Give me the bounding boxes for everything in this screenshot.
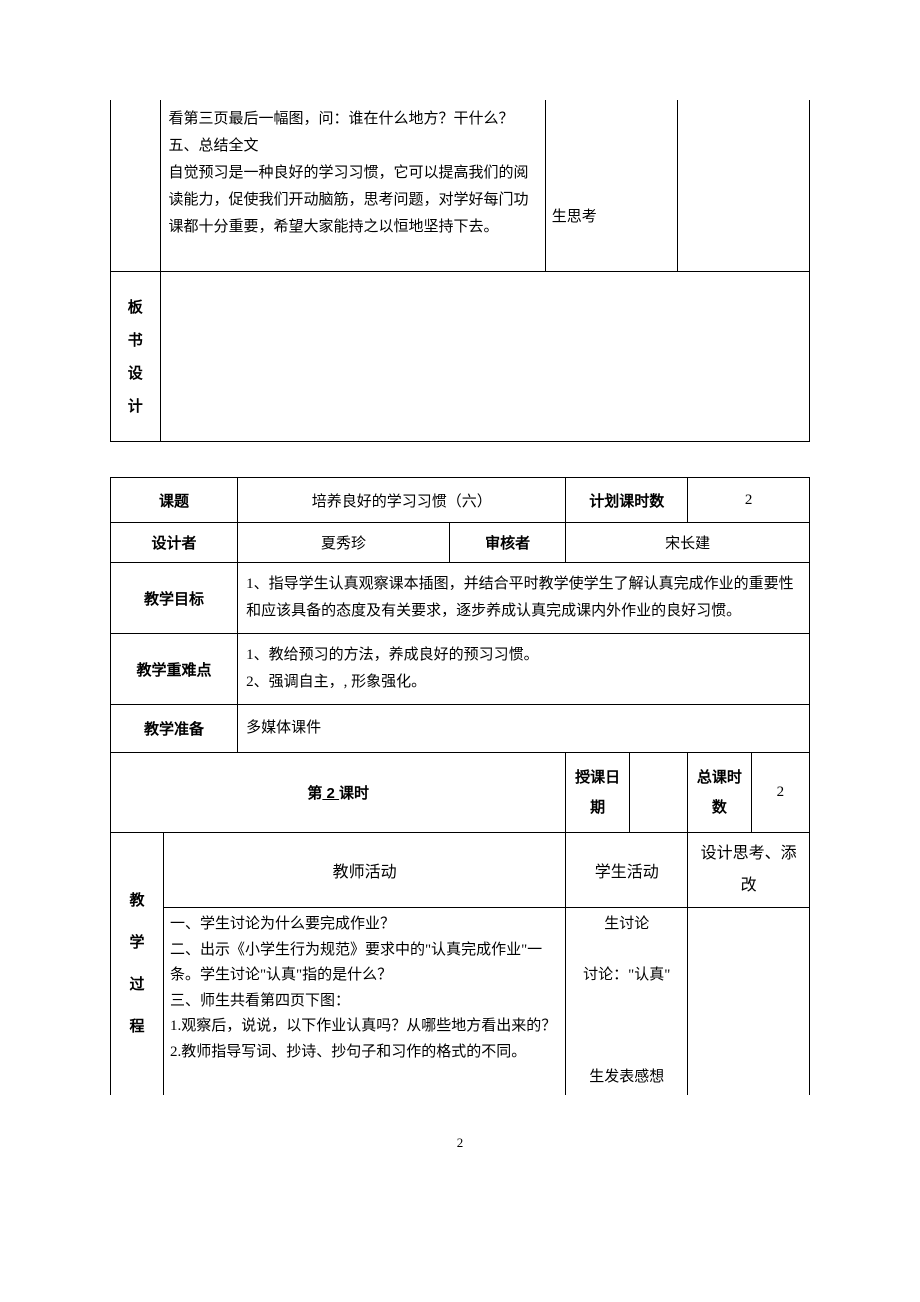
table-row: 第 2 课时 授课日期 总课时数 2 <box>111 753 810 833</box>
content-line-2: 五、总结全文 <box>169 138 259 154</box>
student-activity-header: 学生活动 <box>566 833 688 908</box>
reviewer-label: 审核者 <box>449 523 566 563</box>
design-notes-header: 设计思考、添改 <box>688 833 810 908</box>
reviewer-value: 宋长建 <box>566 523 810 563</box>
table-row: 教 学 过 程 教师活动 学生活动 设计思考、添改 <box>111 833 810 908</box>
empty-cell <box>111 100 161 272</box>
page-number: 2 <box>110 1135 810 1151</box>
designer-value: 夏秀珍 <box>238 523 450 563</box>
lesson-plan-table: 课题 培养良好的学习习惯（六） 计划课时数 2 设计者 夏秀珍 审核者 宋长建 … <box>110 477 810 1095</box>
prep-value: 多媒体课件 <box>238 705 810 753</box>
process-char-4: 程 <box>129 1018 144 1035</box>
process-char-3: 过 <box>129 976 144 993</box>
student-activity-text: 生思考 <box>552 209 597 225</box>
table-row: 一、学生讨论为什么要完成作业？ 二、出示《小学生行为规范》要求中的"认真完成作业… <box>111 908 810 1095</box>
topic-label: 课题 <box>111 478 238 523</box>
goal-value: 1、指导学生认真观察课本插图，并结合平时教学使学生了解认真完成作业的重要性和应该… <box>238 563 810 634</box>
table-row: 板 书 设 计 <box>111 272 810 442</box>
prep-label: 教学准备 <box>111 705 238 753</box>
content-line-1: 看第三页最后一幅图，问：谁在什么地方？干什么？ <box>169 111 514 127</box>
table-row: 课题 培养良好的学习习惯（六） 计划课时数 2 <box>111 478 810 523</box>
empty-cell <box>677 100 809 272</box>
period-number: 2 <box>322 785 339 802</box>
difficulty-value: 1、教给预习的方法，养成良好的预习习惯。 2、强调自主，, 形象强化。 <box>238 634 810 705</box>
board-design-content <box>160 272 809 442</box>
date-value <box>629 753 687 833</box>
table-row: 教学目标 1、指导学生认真观察课本插图，并结合平时教学使学生了解认真完成作业的重… <box>111 563 810 634</box>
period-cell: 第 2 课时 <box>111 753 566 833</box>
student-activity-cell: 生思考 <box>545 100 677 272</box>
board-char-2: 书 <box>128 332 143 349</box>
goal-label: 教学目标 <box>111 563 238 634</box>
period-prefix: 第 <box>307 785 322 802</box>
table-row: 设计者 夏秀珍 审核者 宋长建 <box>111 523 810 563</box>
table-gap <box>110 442 810 477</box>
total-hours-value: 2 <box>751 753 809 833</box>
hours-value: 2 <box>688 478 810 523</box>
student-activity-content: 生讨论 讨论："认真" 生发表感想 <box>566 908 688 1095</box>
board-char-4: 计 <box>128 398 143 415</box>
hours-label: 计划课时数 <box>566 478 688 523</box>
topic-value: 培养良好的学习习惯（六） <box>238 478 566 523</box>
design-notes-content <box>688 908 810 1095</box>
teacher-content-cell: 看第三页最后一幅图，问：谁在什么地方？干什么？ 五、总结全文 自觉预习是一种良好… <box>160 100 545 272</box>
period-suffix: 课时 <box>339 785 369 802</box>
teacher-activity-header: 教师活动 <box>163 833 565 908</box>
board-char-1: 板 <box>128 299 143 316</box>
table-continuation: 看第三页最后一幅图，问：谁在什么地方？干什么？ 五、总结全文 自觉预习是一种良好… <box>110 100 810 442</box>
difficulty-label: 教学重难点 <box>111 634 238 705</box>
table-row: 教学重难点 1、教给预习的方法，养成良好的预习习惯。 2、强调自主，, 形象强化… <box>111 634 810 705</box>
teacher-activity-content: 一、学生讨论为什么要完成作业？ 二、出示《小学生行为规范》要求中的"认真完成作业… <box>163 908 565 1095</box>
process-char-1: 教 <box>129 892 144 909</box>
board-char-3: 设 <box>128 365 143 382</box>
total-hours-label: 总课时数 <box>688 753 752 833</box>
process-label: 教 学 过 程 <box>111 833 164 1095</box>
table-row: 看第三页最后一幅图，问：谁在什么地方？干什么？ 五、总结全文 自觉预习是一种良好… <box>111 100 810 272</box>
date-label-text: 授课日期 <box>575 769 620 816</box>
content-line-3: 自觉预习是一种良好的学习习惯，它可以提高我们的阅读能力，促使我们开动脑筋，思考问… <box>169 165 529 235</box>
date-label: 授课日期 <box>566 753 630 833</box>
board-design-label: 板 书 设 计 <box>111 272 161 442</box>
table-row: 教学准备 多媒体课件 <box>111 705 810 753</box>
process-char-2: 学 <box>129 934 144 951</box>
total-hours-label-text: 总课时数 <box>697 769 742 816</box>
designer-label: 设计者 <box>111 523 238 563</box>
